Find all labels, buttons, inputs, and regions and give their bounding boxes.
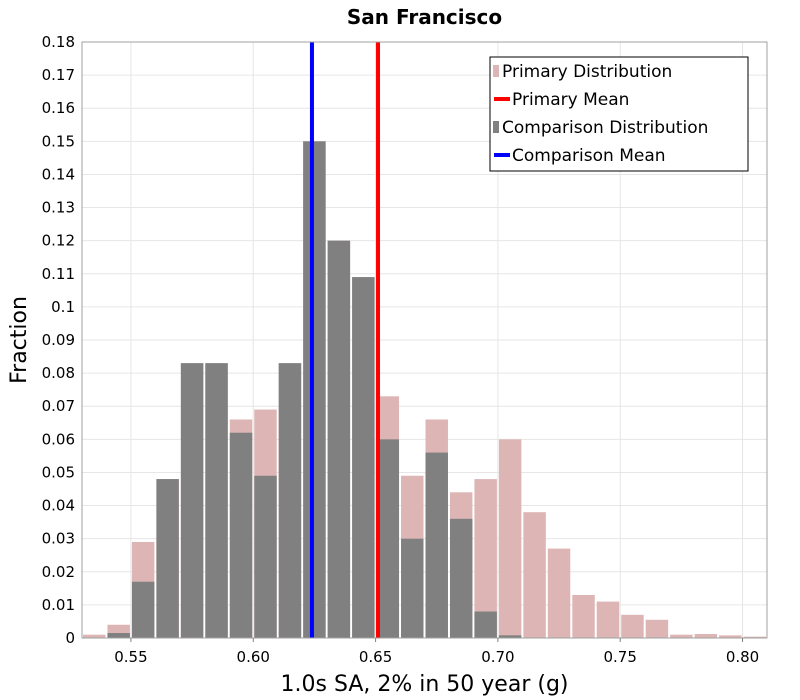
comparison-distribution-bar	[131, 581, 155, 638]
x-tick-label: 0.60	[237, 648, 270, 666]
primary-distribution-bar	[547, 548, 571, 638]
x-axis-ticks: 0.55 0.60 0.65 0.70 0.75 0.80	[114, 638, 759, 666]
y-tick-label: 0.16	[42, 99, 75, 117]
comparison-distribution-bar	[205, 363, 228, 638]
mean-lines	[309, 42, 381, 638]
comparison-distribution-bar	[229, 432, 253, 638]
y-tick-label: 0.03	[42, 530, 75, 548]
legend-entry-label: Comparison Distribution	[502, 118, 708, 138]
comparison-distribution-bar	[352, 277, 375, 638]
primary-distribution-bar	[645, 619, 669, 638]
primary-distribution-bar	[743, 636, 766, 638]
legend-entry-label: Primary Distribution	[502, 62, 672, 82]
y-tick-label: 0.15	[42, 132, 75, 150]
comparison-distribution-bar	[303, 141, 326, 639]
legend-entry-label: Primary Mean	[512, 90, 629, 110]
x-tick-label: 0.80	[726, 648, 759, 666]
primary-distribution-bar	[523, 512, 546, 638]
y-axis-ticks: 0 0.01 0.02 0.03 0.04 0.05 0.06 0.07 0.08 0.09 0.1…	[42, 33, 75, 647]
plot-frame	[81, 41, 768, 639]
comparison-distribution-bar	[107, 633, 130, 638]
legend-box	[489, 56, 749, 172]
comparison-distribution-bar	[278, 363, 302, 638]
x-tick-label: 0.65	[359, 648, 392, 666]
y-tick-label: 0.09	[42, 331, 75, 349]
comparison-distribution-bar	[425, 452, 448, 638]
y-tick-label: 0.06	[42, 430, 75, 448]
primary-distribution-bar	[621, 614, 644, 638]
y-tick-label: 0.1	[51, 298, 75, 316]
y-tick-label: 0.18	[42, 33, 75, 51]
y-axis-label: Fraction	[7, 296, 32, 384]
primary-distribution-bar	[670, 634, 693, 638]
x-tick-label: 0.75	[604, 648, 637, 666]
comparison-distribution-bar	[156, 479, 179, 638]
y-tick-label: 0.17	[42, 66, 75, 84]
comparison-distribution-bars	[107, 141, 522, 639]
y-tick-label: 0.05	[42, 463, 75, 481]
primary-distribution-bar	[719, 635, 742, 638]
y-tick-label: 0	[65, 629, 75, 647]
chart-title: San Francisco	[347, 5, 502, 29]
comparison-distribution-bar	[327, 240, 351, 638]
primary-distribution-bar	[83, 634, 106, 638]
comparison-distribution-bar	[401, 538, 424, 638]
y-tick-label: 0.08	[42, 364, 75, 382]
y-tick-label: 0.07	[42, 397, 75, 415]
legend-bar-swatch	[493, 121, 499, 133]
comparison-distribution-bar	[376, 439, 400, 638]
y-tick-label: 0.04	[42, 497, 75, 515]
y-tick-label: 0.02	[42, 563, 75, 581]
comparison-distribution-bar	[474, 611, 497, 638]
x-axis-label: 1.0s SA, 2% in 50 year (g)	[281, 672, 569, 697]
primary-distribution-bar	[498, 439, 522, 638]
y-tick-label: 0.13	[42, 199, 75, 217]
y-tick-label: 0.01	[42, 596, 75, 614]
legend-entry-label: Comparison Mean	[512, 146, 666, 166]
primary-distribution-bar	[474, 479, 497, 638]
primary-distribution-bar	[694, 634, 718, 638]
y-tick-label: 0.12	[42, 232, 75, 250]
comparison-distribution-bar	[254, 475, 277, 638]
comparison-distribution-bar	[449, 518, 473, 638]
legend-bar-swatch	[493, 65, 499, 77]
legend: Primary Distribution Primary Mean Comparis…	[489, 56, 749, 172]
comparison-distribution-bar	[498, 635, 522, 638]
primary-distribution-bar	[596, 601, 620, 638]
primary-distribution-bar	[572, 594, 595, 638]
y-tick-label: 0.14	[42, 165, 75, 183]
comparison-distribution-bar	[180, 363, 204, 638]
x-tick-label: 0.55	[114, 648, 147, 666]
y-tick-label: 0.11	[42, 265, 75, 283]
x-tick-label: 0.70	[481, 648, 514, 666]
